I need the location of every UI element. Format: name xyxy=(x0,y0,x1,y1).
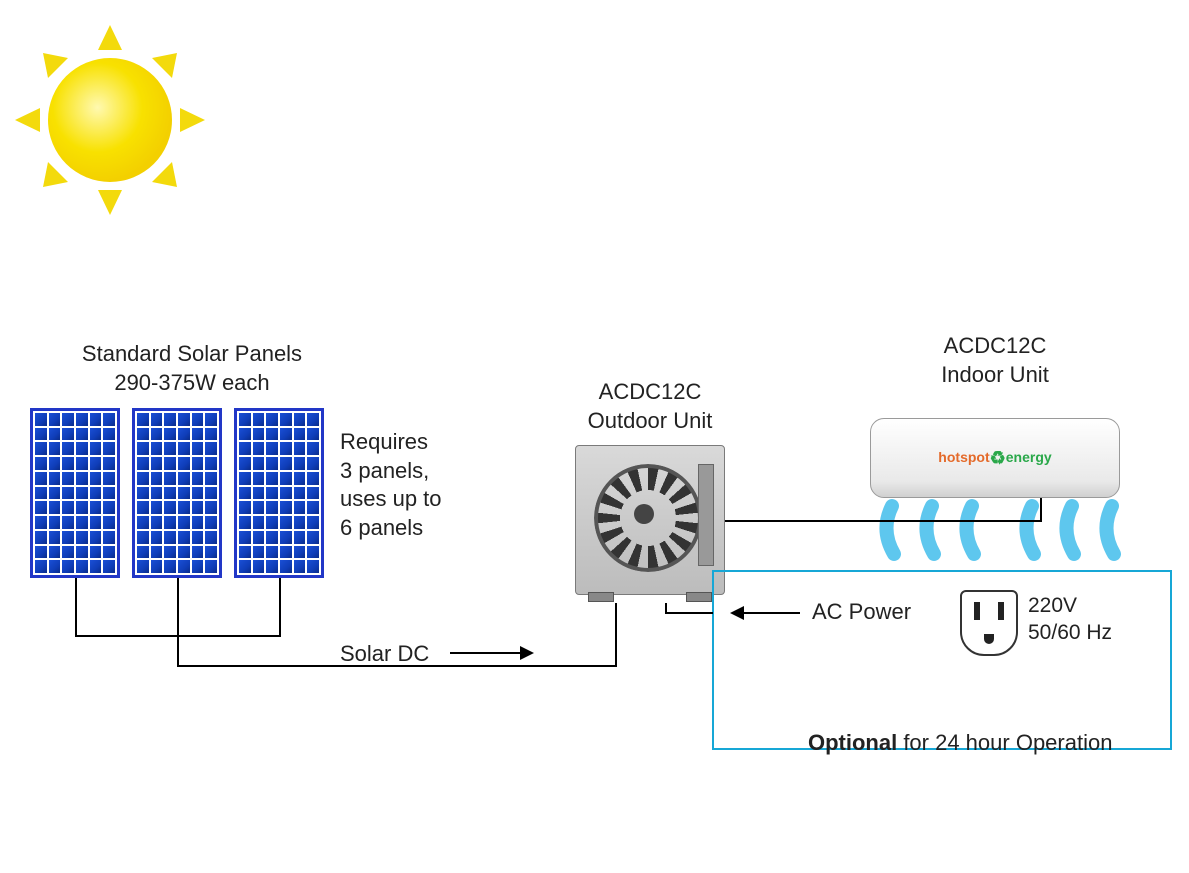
solar-panels-title: Standard Solar Panels 290-375W each xyxy=(52,340,332,397)
wire xyxy=(177,665,615,667)
ac-power-arrow-head xyxy=(730,606,744,620)
ac-power-label: AC Power xyxy=(812,598,911,627)
wire xyxy=(177,578,179,635)
sun-icon xyxy=(10,20,210,220)
indoor-unit-title: ACDC12C Indoor Unit xyxy=(885,332,1105,389)
solar-panel xyxy=(132,408,222,578)
wire xyxy=(725,520,1040,522)
optional-text: Optional for 24 hour Operation xyxy=(748,700,1148,786)
solar-dc-arrow-head xyxy=(520,646,534,660)
indoor-unit-icon: hotspot♻energy xyxy=(870,418,1120,498)
solar-dc-arrow-line xyxy=(450,652,520,654)
solar-panel xyxy=(234,408,324,578)
optional-rest: for 24 hour Operation xyxy=(897,730,1112,755)
diagram-canvas: Standard Solar Panels 290-375W each Requ… xyxy=(0,0,1189,873)
wire xyxy=(279,578,281,635)
wire xyxy=(1040,498,1042,522)
recycle-icon: ♻ xyxy=(990,448,1006,468)
ac-power-arrow-line xyxy=(744,612,800,614)
wire xyxy=(665,603,667,614)
power-plug-icon xyxy=(960,590,1018,656)
outdoor-unit-title: ACDC12C Outdoor Unit xyxy=(560,378,740,435)
plug-spec-text: 220V 50/60 Hz xyxy=(1028,592,1112,647)
wire xyxy=(665,612,713,614)
indoor-unit-brand: hotspot♻energy xyxy=(938,448,1051,469)
outdoor-unit-icon xyxy=(575,445,725,595)
wire xyxy=(75,578,77,635)
solar-panel-group xyxy=(30,408,324,578)
wire xyxy=(177,635,179,665)
wire xyxy=(615,603,617,667)
optional-bold: Optional xyxy=(808,730,897,755)
brand-part1: hotspot xyxy=(938,449,989,465)
cool-air-icon xyxy=(872,498,1132,568)
panel-requirement-text: Requires 3 panels, uses up to 6 panels xyxy=(340,428,442,542)
solar-panel xyxy=(30,408,120,578)
brand-part2: energy xyxy=(1006,449,1052,465)
